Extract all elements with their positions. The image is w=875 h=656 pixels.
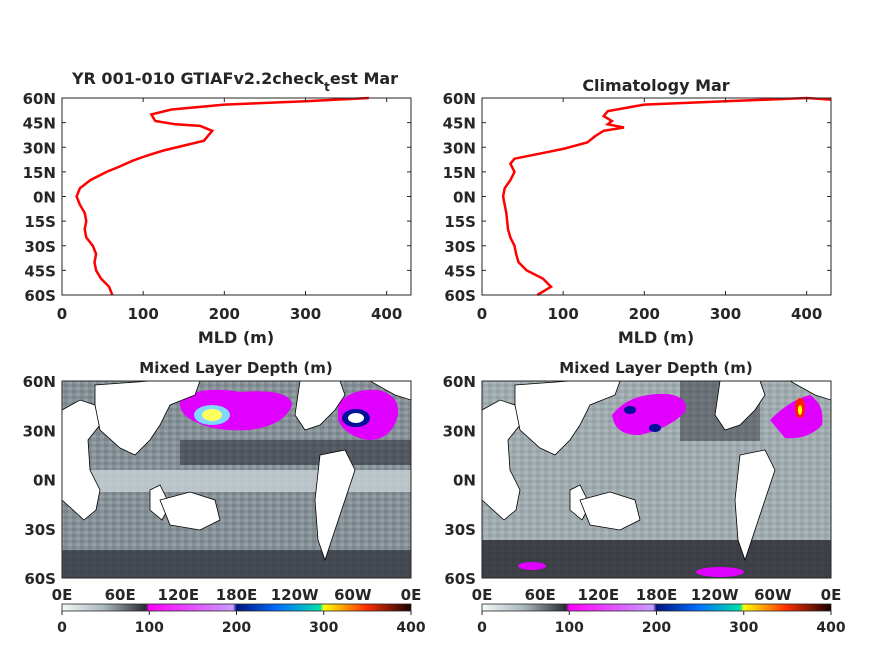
y-tick-label: 30S xyxy=(24,238,56,256)
map-x-tick-label: 60E xyxy=(105,586,136,604)
map-y-tick-label: 30N xyxy=(23,422,56,440)
chart-title-right: Climatology Mar xyxy=(582,76,729,95)
colorbar-tick-label: 100 xyxy=(555,620,584,636)
map-frame-left xyxy=(61,380,412,579)
map-y-tick-label: 60S xyxy=(444,570,476,588)
mld-line-right-0 xyxy=(501,96,832,297)
x-tick-label: 300 xyxy=(290,305,321,323)
colorbar-tick-label: 0 xyxy=(57,620,67,636)
profile-chart-right: Climatology Mar 60N45N30N15N0N15S30S45S6… xyxy=(443,76,832,347)
map-y-tick-label: 0N xyxy=(453,472,476,490)
high-mld-north-atlantic-right xyxy=(770,395,823,439)
y-tick-label: 0N xyxy=(453,189,476,207)
x-axis-label-left: MLD (m) xyxy=(198,328,274,347)
map-field-right xyxy=(482,381,831,578)
y-tick-label: 30N xyxy=(443,139,476,157)
y-tick-label: 15N xyxy=(443,164,476,182)
map-y-tick-label: 30S xyxy=(24,521,56,539)
colorbar-tick-label: 0 xyxy=(477,620,487,636)
map-x-tick-label: 60E xyxy=(525,586,556,604)
colorbar-left xyxy=(61,603,412,612)
line-series-left xyxy=(75,96,369,296)
map-y-tick-label: 30S xyxy=(444,521,476,539)
map-y-tick-label: 0N xyxy=(33,472,56,490)
map-y-tick-label: 60S xyxy=(24,570,56,588)
colorbar-tick-label: 300 xyxy=(729,620,758,636)
y-tick-label: 15N xyxy=(23,164,56,182)
x-axis-label-right: MLD (m) xyxy=(618,328,694,347)
map-title-right: Mixed Layer Depth (m) xyxy=(559,359,752,377)
y-tick-label: 60N xyxy=(23,90,56,108)
x-tick-label: 200 xyxy=(209,305,240,323)
map-y-tick-labels-right: 60N 30N 0N 30S 60S xyxy=(443,373,476,588)
mld-map-right: Mixed Layer Depth (m) xyxy=(443,359,846,636)
mld-line-left-0 xyxy=(75,96,369,296)
map-x-tick-labels-left: 0E 60E 120E 180E 120W 60W 0E xyxy=(52,586,422,604)
map-x-tick-label: 60W xyxy=(334,586,372,604)
map-x-tick-label: 60W xyxy=(754,586,792,604)
y-tick-labels-left: 60N 45N 30N 15N 0N 15S 30S 45S 60S xyxy=(23,90,411,305)
map-frame-right xyxy=(481,380,832,579)
y-tick-label: 30S xyxy=(444,238,476,256)
chart-title-left: YR 001-010 GTIAFv2.2checktest Mar xyxy=(71,69,398,94)
map-x-tick-label: 120W xyxy=(691,586,739,604)
colorbar-tick-labels-right: 0 100 200 300 400 xyxy=(477,611,846,636)
map-x-tick-label: 120W xyxy=(271,586,319,604)
x-tick-labels-right: 0 100 200 300 400 xyxy=(477,98,822,323)
x-tick-label: 0 xyxy=(477,305,487,323)
map-field-left xyxy=(62,381,411,578)
y-tick-label: 45N xyxy=(443,115,476,133)
x-tick-label: 400 xyxy=(791,305,822,323)
map-x-tick-label: 180E xyxy=(636,586,678,604)
map-title-left: Mixed Layer Depth (m) xyxy=(139,359,332,377)
y-tick-label: 60S xyxy=(24,287,56,305)
y-tick-label: 0N xyxy=(33,189,56,207)
map-x-tick-label: 0E xyxy=(401,586,422,604)
x-tick-labels-left: 0 100 200 300 400 xyxy=(57,98,402,323)
y-tick-label: 60S xyxy=(444,287,476,305)
mld-map-left: Mixed Layer Depth (m) xyxy=(23,359,426,636)
y-tick-label: 45S xyxy=(24,262,56,280)
x-tick-label: 300 xyxy=(710,305,741,323)
map-x-tick-label: 120E xyxy=(578,586,620,604)
y-tick-label: 45N xyxy=(23,115,56,133)
colorbar-tick-label: 200 xyxy=(642,620,671,636)
x-tick-label: 200 xyxy=(629,305,660,323)
map-x-tick-label: 0E xyxy=(472,586,493,604)
map-y-tick-label: 60N xyxy=(23,373,56,391)
plot-frame-left xyxy=(61,97,412,296)
colorbar-tick-labels-left: 0 100 200 300 400 xyxy=(57,611,426,636)
map-x-tick-label: 120E xyxy=(158,586,200,604)
x-tick-label: 100 xyxy=(128,305,159,323)
colorbar-tick-label: 200 xyxy=(222,620,251,636)
map-y-tick-label: 30N xyxy=(443,422,476,440)
x-tick-label: 100 xyxy=(548,305,579,323)
map-y-tick-label: 60N xyxy=(443,373,476,391)
y-tick-label: 30N xyxy=(23,139,56,157)
colorbar-right xyxy=(481,603,832,612)
colorbar-tick-label: 400 xyxy=(396,620,425,636)
map-x-tick-labels-right: 0E 60E 120E 180E 120W 60W 0E xyxy=(472,586,842,604)
colorbar-tick-label: 100 xyxy=(135,620,164,636)
x-tick-label: 400 xyxy=(371,305,402,323)
colorbar-tick-label: 400 xyxy=(816,620,845,636)
map-y-tick-labels-left: 60N 30N 0N 30S 60S xyxy=(23,373,56,588)
line-series-right xyxy=(501,96,832,297)
map-x-tick-label: 180E xyxy=(216,586,258,604)
y-tick-label: 45S xyxy=(444,262,476,280)
y-tick-label: 60N xyxy=(443,90,476,108)
x-tick-label: 0 xyxy=(57,305,67,323)
colorbar-tick-label: 300 xyxy=(309,620,338,636)
y-tick-label: 15S xyxy=(24,213,56,231)
y-tick-labels-right: 60N 45N 30N 15N 0N 15S 30S 45S 60S xyxy=(443,90,831,305)
high-mld-north-pacific-right xyxy=(612,393,686,436)
profile-chart-left: YR 001-010 GTIAFv2.2checktest Mar 60N 45N… xyxy=(23,69,412,347)
y-tick-label: 15S xyxy=(444,213,476,231)
map-x-tick-label: 0E xyxy=(821,586,842,604)
plot-frame-right xyxy=(481,97,832,296)
map-x-tick-label: 0E xyxy=(52,586,73,604)
